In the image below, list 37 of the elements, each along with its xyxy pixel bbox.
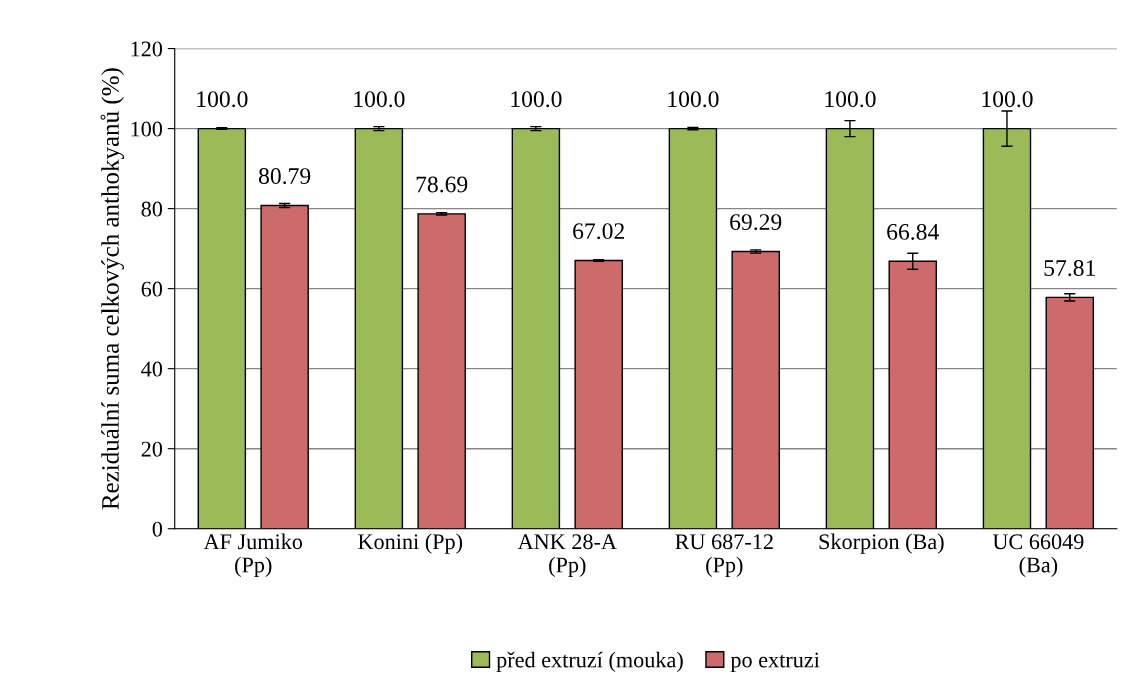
y-tick-label: 20 (141, 441, 163, 457)
bar (417, 213, 466, 529)
x-tick-label: AF Jumiko (Pp) (203, 533, 303, 577)
bar (197, 127, 247, 529)
bar (511, 127, 561, 529)
legend-label: po extruzi (730, 652, 820, 672)
data-label: 69.29 (730, 214, 782, 231)
x-tick-label: RU 687-12 (Pp) (675, 534, 773, 577)
data-label: 80.79 (258, 168, 311, 185)
data-label: 67.02 (573, 223, 624, 240)
x-tick-label: Konini (Pp) (358, 533, 463, 554)
y-tick-label: 40 (141, 361, 163, 377)
data-label: 100.0 (982, 91, 1033, 108)
data-label: 100.0 (511, 91, 562, 108)
x-tick-label: UC 66049 (Ba) (992, 534, 1084, 577)
data-label: 78.69 (416, 176, 468, 193)
y-axis-title: Reziduální suma celkových anthokyanů (%) (100, 68, 125, 510)
x-tick-label: ANK 28-A (Pp) (517, 534, 617, 577)
bar (260, 204, 309, 529)
y-tick-label: 0 (152, 521, 163, 537)
data-label: 100.0 (825, 91, 876, 108)
legend-label: před extruzí (mouka) (496, 651, 683, 672)
bar (574, 259, 623, 529)
data-label: 100.0 (197, 91, 248, 108)
x-tick-label: Skorpion (Ba) (819, 533, 944, 554)
data-label: 66.84 (887, 223, 939, 240)
y-tick-label: 80 (141, 201, 163, 217)
y-tick-label: 100 (131, 121, 163, 137)
bar (354, 127, 404, 529)
bar (731, 250, 780, 529)
y-tick-label: 60 (141, 281, 163, 297)
data-label: 100.0 (668, 91, 719, 108)
y-tick-label: 120 (131, 41, 163, 57)
data-label: 100.0 (354, 91, 405, 108)
bar (668, 127, 718, 529)
bar (1045, 296, 1095, 529)
data-label: 57.81 (1044, 260, 1095, 277)
